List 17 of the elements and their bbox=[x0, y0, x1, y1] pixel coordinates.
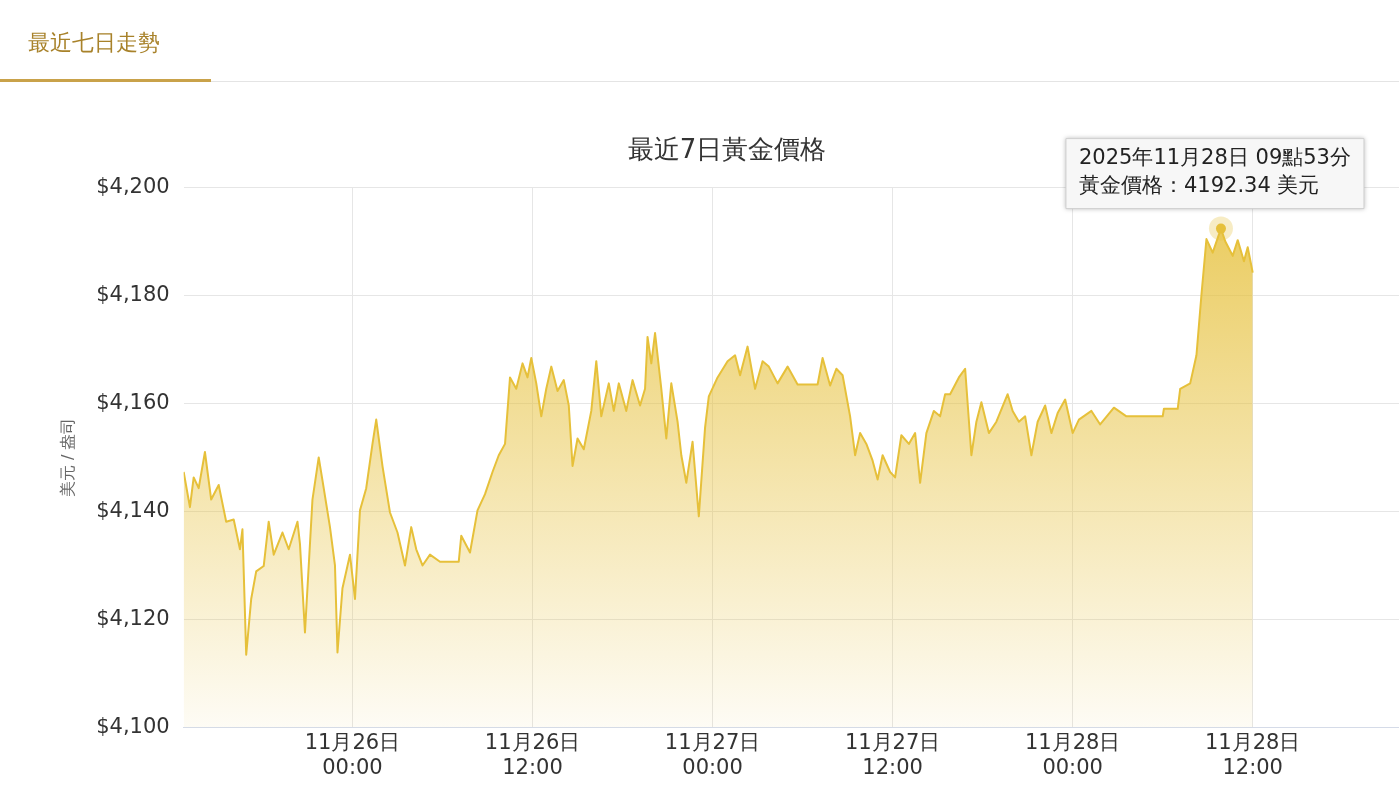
annotation: 2025年11月28日 09點53分 bbox=[1078, 144, 1351, 169]
y-tick-label: $4,160 bbox=[96, 389, 170, 414]
chart-title: 最近7日黃金價格 bbox=[627, 134, 827, 165]
x-tick-label: 11月26日 00:00 bbox=[304, 729, 401, 779]
annotation: 黃金價格：4192.34 美元 bbox=[1078, 172, 1320, 197]
y-tick-label: $4,200 bbox=[96, 173, 170, 198]
x-tick-label: 11月28日 12:00 bbox=[1204, 729, 1301, 779]
y-tick-label: $4,100 bbox=[96, 714, 170, 739]
x-tick-label: 11月26日 12:00 bbox=[484, 729, 581, 779]
y-tick-label: $4,140 bbox=[96, 497, 170, 522]
text: 最近七日走勢 bbox=[28, 29, 160, 57]
y-tick-label: $4,180 bbox=[96, 281, 170, 306]
y-tick-label: $4,120 bbox=[96, 605, 170, 630]
x-tick-label: 11月28日 00:00 bbox=[1024, 729, 1121, 779]
x-tick-label: 11月27日 00:00 bbox=[664, 729, 761, 779]
y-axis-title: 美元 / 盎司 bbox=[57, 417, 77, 498]
x-tick-label: 11月27日 12:00 bbox=[844, 729, 941, 779]
